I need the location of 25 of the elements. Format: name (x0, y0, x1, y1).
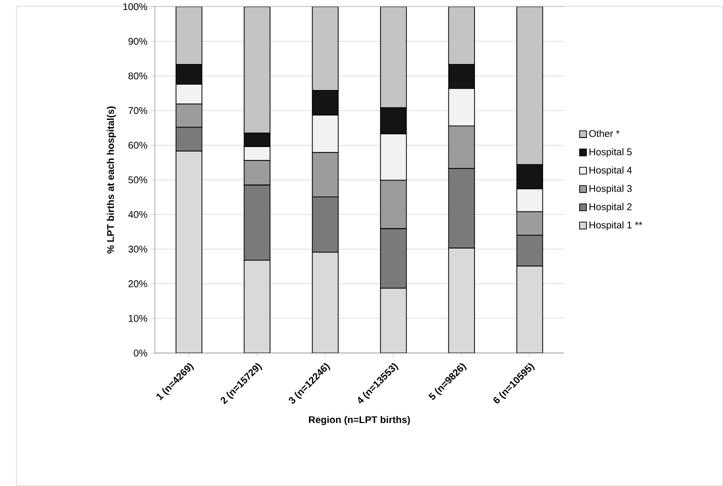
bar (448, 248, 475, 354)
y-tick-label: 20% (128, 280, 148, 288)
x-axis-title: Region (n=LPT births) (308, 416, 410, 426)
legend-label: Hospital 5 (590, 148, 632, 158)
y-tick-label: 80% (128, 72, 148, 80)
y-tick-label: 30% (128, 246, 148, 253)
y-axis-title: % LPT births at each hospital(s) (106, 106, 116, 254)
y-tick-label: 0% (134, 350, 148, 357)
bar (176, 150, 202, 354)
bar (380, 288, 407, 354)
legend-label: Hospital 4 (590, 166, 632, 176)
y-tick-label: 90% (128, 38, 148, 45)
legend-label: Hospital 3 (590, 184, 632, 194)
bar (312, 252, 339, 354)
y-tick-label: 100% (123, 3, 148, 10)
y-tick-label: 50% (128, 176, 148, 184)
y-tick-label: 10% (128, 315, 148, 322)
y-tick-label: 70% (128, 107, 148, 114)
legend-label: Hospital 2 (590, 203, 632, 212)
legend-label: Other * (589, 130, 620, 138)
bar (516, 266, 544, 354)
bar (244, 260, 270, 354)
y-tick-label: 40% (128, 211, 148, 218)
y-tick-label: 60% (128, 142, 148, 149)
legend-label: Hospital 1 ** (590, 221, 642, 231)
